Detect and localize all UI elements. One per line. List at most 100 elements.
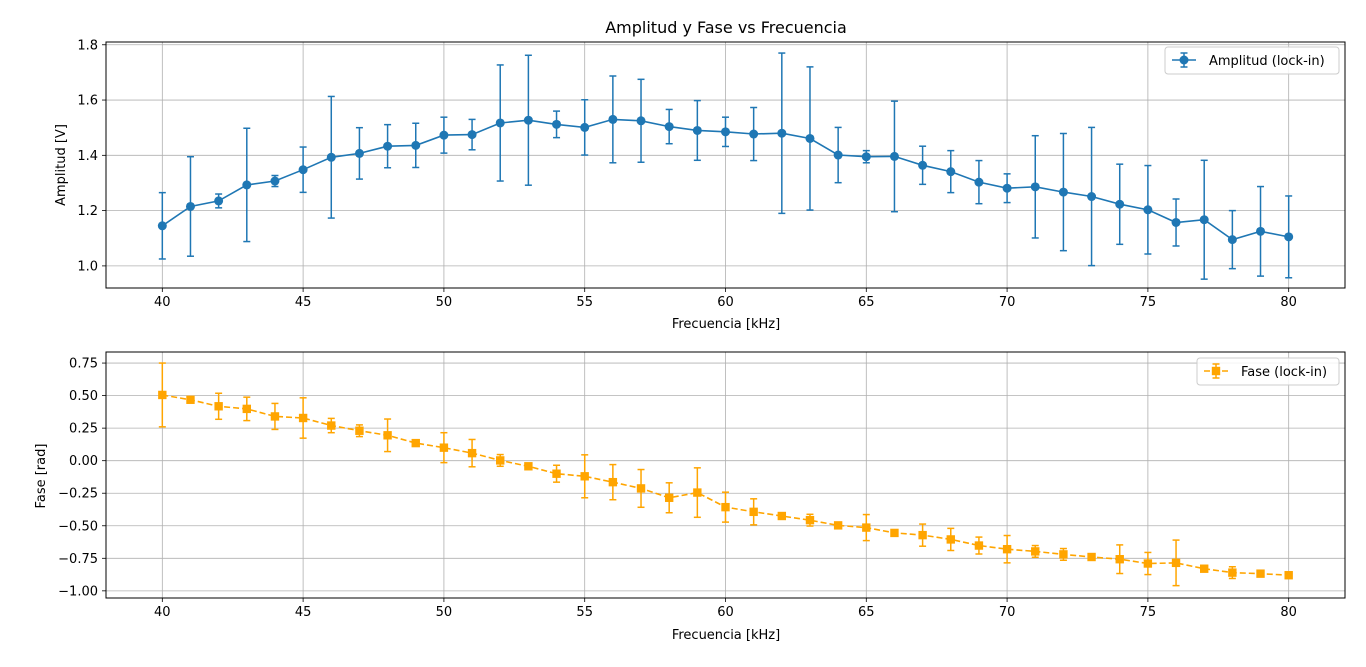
data-point bbox=[495, 118, 505, 128]
data-point bbox=[467, 130, 477, 140]
y-tick-label: 1.4 bbox=[77, 149, 98, 164]
data-point bbox=[974, 177, 984, 187]
y-tick-label: 1.8 bbox=[77, 38, 98, 53]
data-point bbox=[749, 507, 758, 517]
y-tick-label: 1.2 bbox=[77, 204, 98, 219]
y-tick-label: 1.0 bbox=[77, 259, 98, 274]
data-point bbox=[721, 502, 730, 512]
x-tick-label: 40 bbox=[154, 605, 171, 620]
data-point bbox=[242, 180, 252, 190]
amplitude-series bbox=[157, 52, 1294, 280]
data-point bbox=[1228, 568, 1237, 577]
data-point bbox=[805, 515, 815, 525]
y-tick-label: −0.50 bbox=[58, 519, 98, 534]
x-tick-label: 50 bbox=[436, 295, 453, 310]
data-point bbox=[439, 443, 449, 452]
data-point bbox=[692, 125, 702, 135]
data-point bbox=[1284, 571, 1293, 580]
data-point bbox=[552, 469, 561, 478]
y-tick-label: −0.25 bbox=[58, 487, 98, 502]
data-point bbox=[777, 511, 787, 521]
data-point bbox=[1256, 226, 1266, 236]
data-point bbox=[1199, 215, 1209, 225]
data-point bbox=[636, 484, 646, 493]
data-point bbox=[636, 116, 646, 126]
data-point bbox=[298, 413, 308, 423]
x-tick-label: 45 bbox=[295, 605, 312, 620]
data-point bbox=[861, 152, 871, 162]
data-point bbox=[214, 196, 224, 206]
data-point bbox=[974, 541, 984, 550]
data-point bbox=[157, 221, 167, 231]
data-point bbox=[721, 127, 730, 137]
data-point bbox=[946, 167, 956, 177]
x-tick-label: 50 bbox=[436, 605, 453, 620]
amplitude-ylabel: Amplitud [V] bbox=[54, 124, 69, 206]
data-point bbox=[327, 421, 336, 430]
data-point bbox=[608, 477, 618, 487]
data-point bbox=[1059, 550, 1068, 559]
phase-series bbox=[158, 362, 1293, 587]
amplitude-legend: Amplitud (lock-in) bbox=[1164, 46, 1340, 75]
data-point bbox=[1284, 232, 1294, 242]
y-tick-label: 1.6 bbox=[77, 94, 98, 109]
amplitude-legend-box bbox=[1164, 46, 1340, 75]
data-point bbox=[1115, 555, 1124, 564]
data-point bbox=[383, 141, 393, 151]
data-point bbox=[664, 122, 674, 132]
data-point bbox=[1002, 183, 1012, 193]
y-tick-label: −0.75 bbox=[58, 552, 98, 567]
phase-xlabel: Frecuencia [kHz] bbox=[672, 628, 780, 643]
data-point bbox=[270, 176, 280, 186]
x-tick-label: 80 bbox=[1280, 605, 1297, 620]
x-tick-label: 65 bbox=[858, 295, 875, 310]
legend-marker bbox=[1211, 366, 1221, 376]
data-point bbox=[608, 114, 618, 124]
amplitude-subplot: 40 45 50 55 60 65 70 75 80 1.0 1.2 1.4 1.6 1.8 Frecue… bbox=[54, 38, 1346, 332]
data-point bbox=[1171, 558, 1181, 568]
data-point bbox=[496, 456, 505, 465]
data-point bbox=[1200, 564, 1209, 573]
data-point bbox=[1143, 205, 1153, 215]
data-point bbox=[890, 528, 899, 538]
phase-legend: Fase (lock-in) bbox=[1196, 357, 1340, 386]
x-tick-label: 55 bbox=[576, 605, 593, 620]
data-point bbox=[1143, 559, 1153, 568]
x-tick-label: 60 bbox=[717, 605, 734, 620]
data-point bbox=[833, 521, 843, 530]
data-point bbox=[354, 148, 364, 158]
x-tick-label: 40 bbox=[154, 295, 171, 310]
data-point bbox=[1030, 182, 1040, 192]
y-tick-label: 0.50 bbox=[69, 389, 98, 404]
data-point bbox=[158, 390, 167, 400]
legend-marker bbox=[1179, 55, 1189, 65]
data-point bbox=[1227, 235, 1237, 245]
data-point bbox=[270, 412, 280, 421]
x-tick-label: 70 bbox=[999, 605, 1016, 620]
data-point bbox=[664, 493, 674, 502]
data-point bbox=[693, 488, 702, 497]
chart-title: Amplitud y Fase vs Frecuencia bbox=[605, 18, 847, 37]
data-point bbox=[186, 395, 195, 404]
amplitude-xlabel: Frecuencia [kHz] bbox=[672, 317, 780, 332]
phase-ticks: 40 45 50 55 60 65 70 75 80 0.75 0.50 0.25 0.00 −0.25 −… bbox=[58, 357, 1297, 620]
x-tick-label: 70 bbox=[999, 295, 1016, 310]
amplitude-legend-symbol bbox=[1172, 52, 1196, 68]
phase-ylabel: Fase [rad] bbox=[34, 444, 49, 509]
data-point bbox=[918, 160, 928, 170]
y-tick-label: 0.75 bbox=[69, 357, 98, 372]
amplitude-ticks: 40 45 50 55 60 65 70 75 80 1.0 1.2 1.4 1.6 1.8 bbox=[77, 38, 1297, 310]
y-tick-label: −1.00 bbox=[58, 584, 98, 599]
amplitude-grid bbox=[106, 42, 1345, 288]
data-point bbox=[805, 133, 815, 143]
data-point bbox=[524, 462, 533, 471]
data-point bbox=[242, 404, 251, 414]
phase-legend-box bbox=[1196, 357, 1340, 386]
data-point bbox=[523, 115, 533, 125]
data-point bbox=[1256, 569, 1265, 578]
data-point bbox=[552, 119, 562, 129]
phase-legend-symbol bbox=[1204, 363, 1228, 379]
x-tick-label: 75 bbox=[1140, 605, 1157, 620]
